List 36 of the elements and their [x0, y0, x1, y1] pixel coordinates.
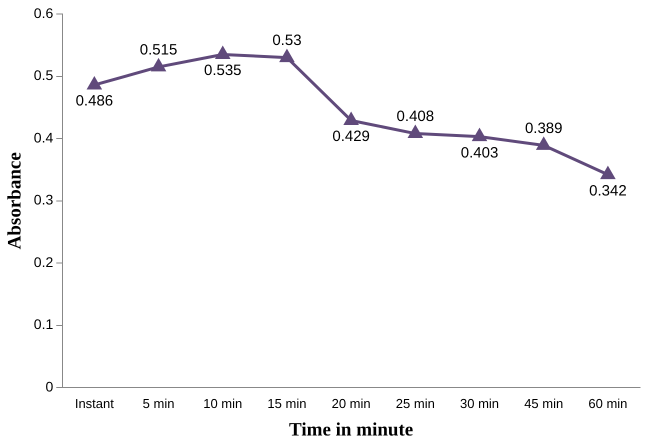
- point: [280, 50, 294, 62]
- point: [88, 77, 102, 90]
- y-tick-label: 0.1: [34, 316, 54, 332]
- point: [472, 129, 486, 142]
- point: [537, 138, 550, 150]
- x-axis-title: Time in minute: [289, 420, 414, 441]
- x-tick-label: 20 min: [332, 396, 371, 411]
- data-label: 0.535: [204, 62, 242, 80]
- x-tick-label: 25 min: [396, 396, 435, 411]
- x-tick-label: 5 min: [142, 396, 174, 411]
- point: [601, 167, 615, 180]
- x-tick-label: 60 min: [588, 396, 628, 411]
- data-label: 0.429: [332, 128, 370, 146]
- y-tick-label: 0: [45, 378, 54, 394]
- point: [408, 126, 422, 138]
- data-label: 0.515: [140, 42, 178, 59]
- x-tick-label: Instant: [74, 396, 114, 411]
- point: [344, 112, 358, 125]
- y-axis-title: Absorbance: [4, 152, 26, 250]
- data-label: 0.53: [272, 32, 302, 50]
- point: [152, 59, 166, 72]
- data-label: 0.408: [396, 108, 434, 126]
- y-tick-label: 0.6: [34, 4, 54, 21]
- data-label: 0.389: [524, 120, 562, 138]
- y-tick-label: 0.2: [34, 254, 54, 270]
- y-tick-label: 0.4: [34, 129, 54, 146]
- x-tick-label: 45 min: [524, 396, 564, 411]
- y-tick-label: 0.3: [34, 192, 54, 208]
- data-label: 0.486: [76, 92, 114, 110]
- data-label: 0.342: [589, 182, 627, 200]
- y-tick-label: 0.5: [34, 67, 54, 84]
- x-tick-label: 30 min: [460, 396, 500, 411]
- point: [216, 46, 230, 59]
- x-tick-label: 10 min: [203, 396, 242, 411]
- data-label: 0.403: [460, 144, 498, 162]
- x-tick-label: 15 min: [267, 396, 306, 411]
